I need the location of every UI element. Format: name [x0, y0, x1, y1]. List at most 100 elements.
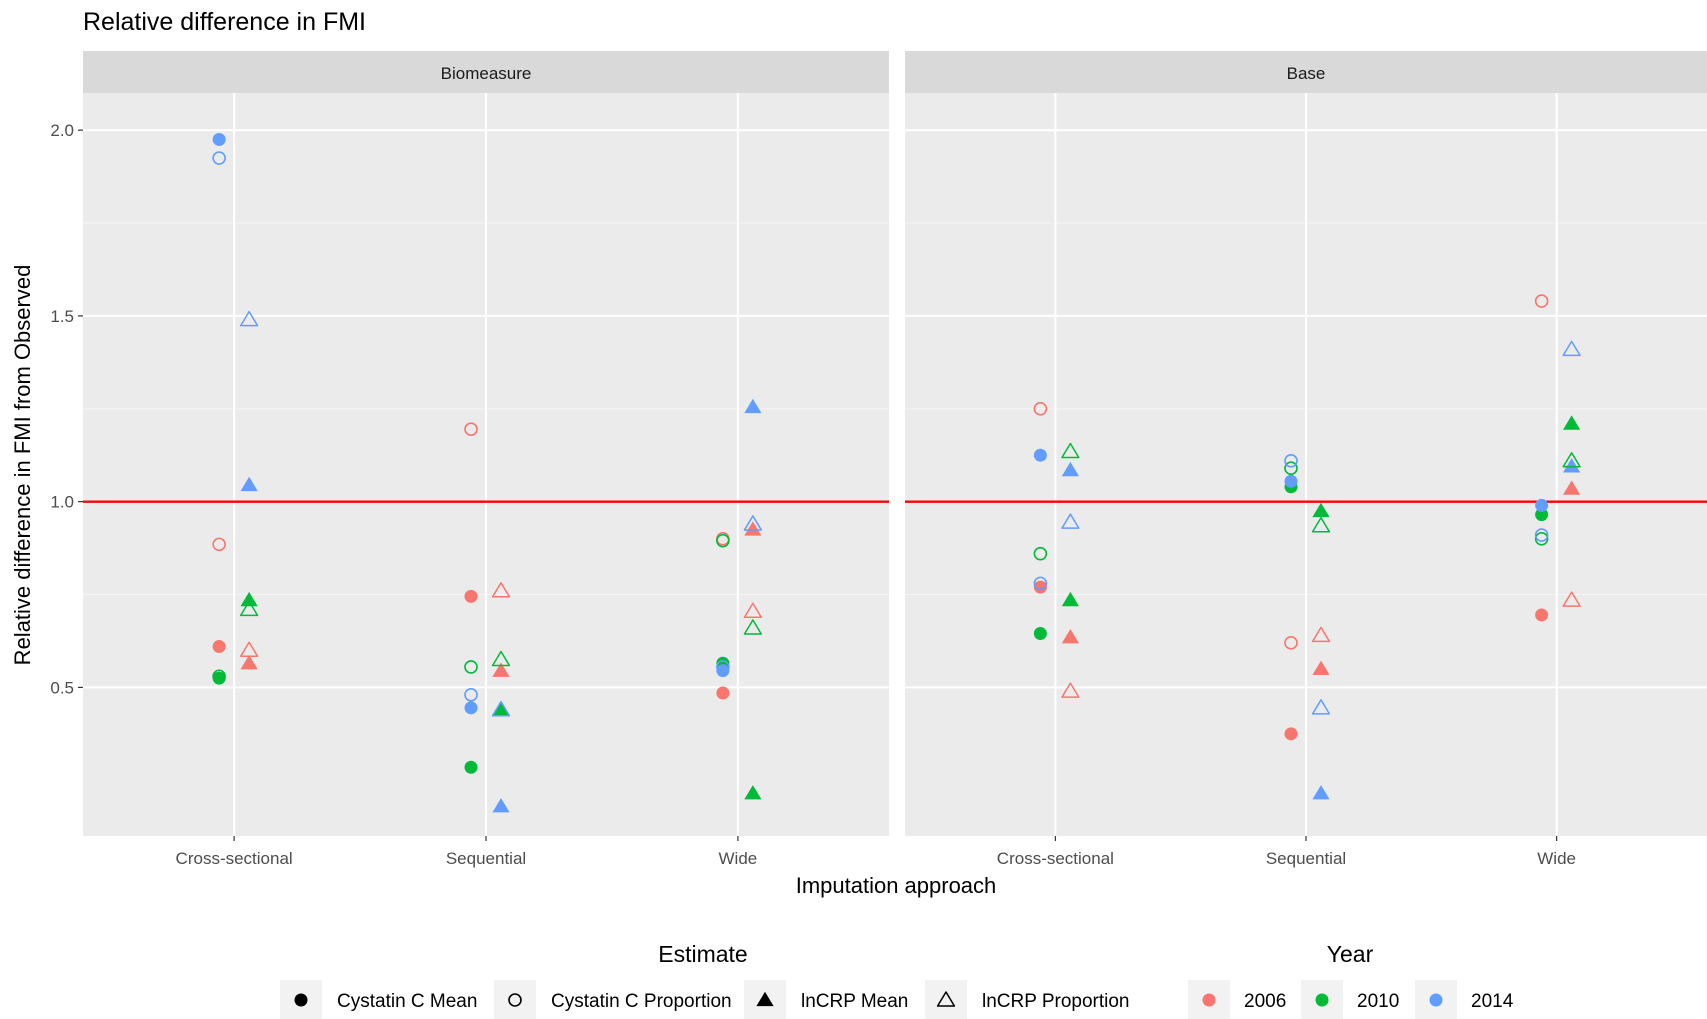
- point-cystatin-c-proportion-2010: [1534, 531, 1549, 546]
- point-lncrp-mean-2010: [492, 701, 510, 716]
- point-lncrp-proportion-2010: [1311, 517, 1331, 533]
- point-cystatin-c-proportion-2006: [212, 537, 226, 552]
- point-cystatin-c-proportion-2006: [1033, 401, 1048, 416]
- point-lncrp-mean-2006: [492, 662, 510, 677]
- point-cystatin-c-proportion-2014: [464, 688, 478, 702]
- panel-biomeasure: Biomeasure Cross-sectional Sequential Wide: [83, 51, 889, 868]
- point-lncrp-proportion-2010: [1562, 452, 1581, 468]
- x-tick-label-cross-sectional: Cross-sectional: [176, 849, 293, 868]
- point-cystatin-c-mean-2010: [464, 760, 478, 774]
- point-lncrp-proportion-2014: [1061, 513, 1080, 529]
- legend-key-2014: [1429, 993, 1443, 1007]
- panel-label-biomeasure: Biomeasure: [441, 64, 532, 83]
- legend-key-2006: [1202, 993, 1216, 1007]
- point-cystatin-c-mean-2014: [1033, 448, 1047, 462]
- point-lncrp-proportion-2014: [1562, 340, 1581, 357]
- point-cystatin-c-proportion-2010: [212, 669, 226, 684]
- point-cystatin-c-proportion-2014: [1284, 453, 1298, 468]
- panel-base: Base Cross-sectional Sequential Wide: [905, 51, 1707, 868]
- point-lncrp-proportion-2006: [1562, 591, 1581, 607]
- point-cystatin-c-proportion-2006: [464, 422, 478, 437]
- legend-key-2010: [1315, 993, 1329, 1007]
- point-lncrp-proportion-2014: [1311, 699, 1331, 715]
- point-cystatin-c-proportion-2014: [716, 660, 730, 674]
- point-cystatin-c-mean-2010: [1535, 508, 1549, 522]
- panel-label-base: Base: [1287, 64, 1326, 83]
- point-lncrp-proportion-2006: [239, 641, 259, 657]
- point-lncrp-proportion-2014: [491, 700, 511, 717]
- point-lncrp-mean-2014: [1061, 461, 1079, 477]
- point-lncrp-mean-2006: [1312, 660, 1330, 675]
- legend-estimate: Estimate Cystatin C Mean Cystatin C Propor…: [280, 941, 1130, 1019]
- point-cystatin-c-mean-2006: [464, 589, 478, 603]
- x-tick-label-wide: Wide: [1537, 849, 1576, 868]
- point-cystatin-c-proportion-2010: [716, 533, 730, 548]
- y-tick-label: 1.5: [50, 307, 74, 326]
- y-axis: 0.5 1.0 1.5 2.0: [50, 121, 83, 697]
- chart-title: Relative difference in FMI: [83, 8, 366, 36]
- points-base: [1033, 294, 1581, 800]
- points-biomeasure: [212, 132, 763, 813]
- point-cystatin-c-mean-2006: [1033, 580, 1047, 594]
- legend-key-cystatin-c-mean: [294, 993, 308, 1007]
- point-lncrp-proportion-2006: [1311, 626, 1331, 643]
- y-tick-label: 2.0: [50, 121, 74, 140]
- legend-label-2014: 2014: [1471, 991, 1514, 1012]
- point-lncrp-proportion-2010: [1061, 442, 1080, 459]
- point-lncrp-proportion-2006: [1061, 682, 1080, 698]
- x-tick-label-sequential: Sequential: [446, 849, 526, 868]
- point-lncrp-mean-2014: [492, 798, 510, 813]
- legend-title-year: Year: [1327, 941, 1374, 967]
- point-cystatin-c-mean-2006: [716, 686, 730, 700]
- legend-key-lncrp-mean: [756, 991, 774, 1007]
- y-tick-label: 0.5: [50, 678, 74, 697]
- point-lncrp-proportion-2010: [491, 650, 511, 667]
- point-cystatin-c-proportion-2006: [1534, 294, 1549, 308]
- point-lncrp-mean-2010: [1312, 502, 1330, 518]
- legend-label-lncrp-mean: lnCRP Mean: [801, 991, 908, 1012]
- panel-strip-base: [905, 51, 1707, 93]
- legend-title-estimate: Estimate: [658, 941, 747, 967]
- point-cystatin-c-mean-2014: [716, 664, 730, 678]
- point-lncrp-proportion-2010: [743, 619, 763, 635]
- point-lncrp-proportion-2006: [491, 582, 511, 598]
- legend-key-lncrp-proportion: [936, 991, 956, 1007]
- legend: Estimate Cystatin C Mean Cystatin C Propor…: [280, 941, 1514, 1019]
- point-cystatin-c-mean-2006: [212, 640, 226, 654]
- point-cystatin-c-proportion-2014: [1033, 576, 1048, 591]
- legend-label-cystatin-c-proportion: Cystatin C Proportion: [551, 991, 732, 1012]
- point-cystatin-c-proportion-2006: [1284, 636, 1298, 650]
- point-lncrp-mean-2014: [240, 476, 258, 492]
- x-tick-label-sequential: Sequential: [1266, 849, 1346, 868]
- point-cystatin-c-proportion-2010: [1033, 546, 1048, 561]
- point-lncrp-mean-2006: [1563, 480, 1581, 495]
- point-cystatin-c-mean-2010: [1033, 627, 1047, 641]
- x-axis-label: Imputation approach: [796, 873, 997, 898]
- panel-strip-biomeasure: [83, 51, 889, 93]
- point-cystatin-c-mean-2014: [464, 701, 478, 715]
- x-tick-label-wide: Wide: [719, 849, 758, 868]
- point-lncrp-mean-2014: [1563, 458, 1581, 473]
- x-tick-label-cross-sectional: Cross-sectional: [997, 849, 1114, 868]
- point-cystatin-c-proportion-2014: [212, 151, 226, 165]
- legend-key-cystatin-c-proportion: [508, 993, 522, 1007]
- legend-key-bg: [494, 980, 536, 1019]
- point-lncrp-proportion-2010: [239, 600, 259, 617]
- point-lncrp-mean-2010: [1563, 415, 1581, 430]
- legend-label-2006: 2006: [1244, 991, 1286, 1012]
- point-cystatin-c-mean-2014: [1535, 498, 1549, 512]
- point-cystatin-c-mean-2014: [212, 132, 226, 146]
- point-lncrp-proportion-2014: [743, 515, 763, 531]
- legend-label-lncrp-proportion: lnCRP Proportion: [982, 991, 1130, 1012]
- point-lncrp-mean-2014: [1312, 785, 1330, 800]
- legend-label-cystatin-c-mean: Cystatin C Mean: [337, 991, 477, 1012]
- y-tick-label: 1.0: [50, 493, 74, 512]
- legend-key-bg: [925, 980, 967, 1019]
- point-cystatin-c-proportion-2014: [1534, 528, 1549, 542]
- point-lncrp-mean-2010: [744, 785, 762, 800]
- point-lncrp-mean-2006: [744, 521, 762, 536]
- point-lncrp-mean-2006: [240, 655, 258, 670]
- point-cystatin-c-proportion-2010: [464, 660, 478, 674]
